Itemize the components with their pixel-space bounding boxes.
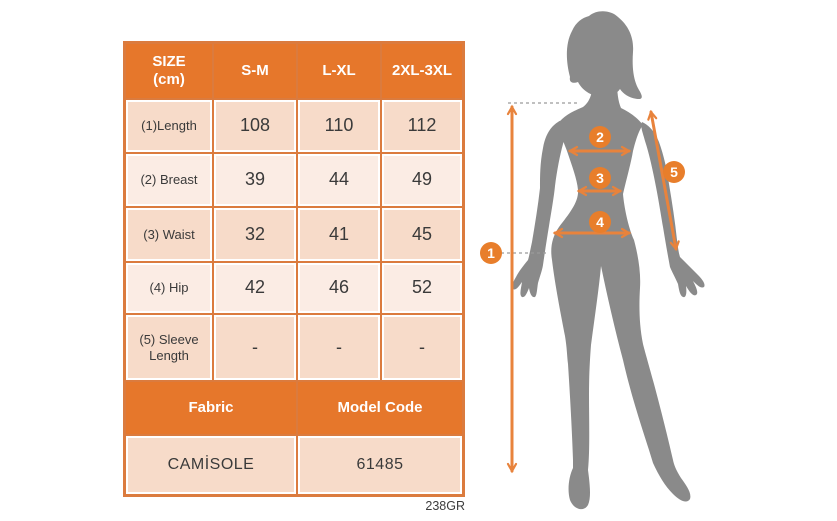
body-silhouette [512, 11, 705, 510]
value-cell: 112 [382, 100, 462, 152]
fabric-value: CAMİSOLE [126, 436, 296, 494]
value-cell: 108 [214, 100, 296, 152]
value-cell: 42 [214, 263, 296, 313]
column-header-2xl3xl: 2XL-3XL [382, 44, 462, 98]
row-label-sleeve: (5) Sleeve Length [126, 315, 212, 380]
value-cell: 46 [298, 263, 380, 313]
left-arm-silhouette [512, 120, 569, 298]
row-label-hip: (4) Hip [126, 263, 212, 313]
value-cell: 52 [382, 263, 462, 313]
measurement-arrows [506, 104, 680, 474]
value-cell: 110 [298, 100, 380, 152]
measurement-markers: 1 2 3 4 5 [480, 126, 685, 264]
marker-4-badge [589, 211, 611, 233]
size-table: SIZE (cm) S-M L-XL 2XL-3XL (1)Length 108… [123, 41, 465, 497]
fabric-header: Fabric [126, 382, 296, 434]
column-header-lxl: L-XL [298, 44, 380, 98]
marker-2-label: 2 [596, 129, 604, 145]
torso-legs-silhouette [551, 80, 691, 510]
measurement-figure: 1 2 3 4 5 [480, 11, 705, 510]
head-silhouette [566, 11, 642, 99]
marker-1-label: 1 [487, 245, 495, 261]
marker-5-badge [663, 161, 685, 183]
size-table-grid: SIZE (cm) S-M L-XL 2XL-3XL (1)Length 108… [126, 44, 462, 494]
value-cell: 41 [298, 208, 380, 261]
size-header-line1: SIZE [152, 53, 186, 70]
marker-1-badge [480, 242, 502, 264]
value-cell: - [298, 315, 380, 380]
marker-2-badge [589, 126, 611, 148]
right-arm-silhouette [641, 122, 705, 298]
size-header-line2: (cm) [153, 71, 185, 88]
value-cell: 32 [214, 208, 296, 261]
column-header-sm: S-M [214, 44, 296, 98]
row-label-breast: (2) Breast [126, 154, 212, 206]
model-code-header: Model Code [298, 382, 462, 434]
value-cell: 49 [382, 154, 462, 206]
sleeve-arrow [647, 109, 680, 252]
marker-4-label: 4 [596, 214, 604, 230]
value-cell: - [382, 315, 462, 380]
marker-3-label: 3 [596, 170, 604, 186]
size-header-cell: SIZE (cm) [126, 44, 212, 98]
value-cell: 44 [298, 154, 380, 206]
value-cell: 45 [382, 208, 462, 261]
marker-3-badge [589, 167, 611, 189]
marker-5-label: 5 [670, 164, 678, 180]
row-label-waist: (3) Waist [126, 208, 212, 261]
value-cell: - [214, 315, 296, 380]
row-label-length: (1)Length [126, 100, 212, 152]
value-cell: 39 [214, 154, 296, 206]
model-code-value: 61485 [298, 436, 462, 494]
weight-code-note: 238GR [425, 499, 465, 513]
